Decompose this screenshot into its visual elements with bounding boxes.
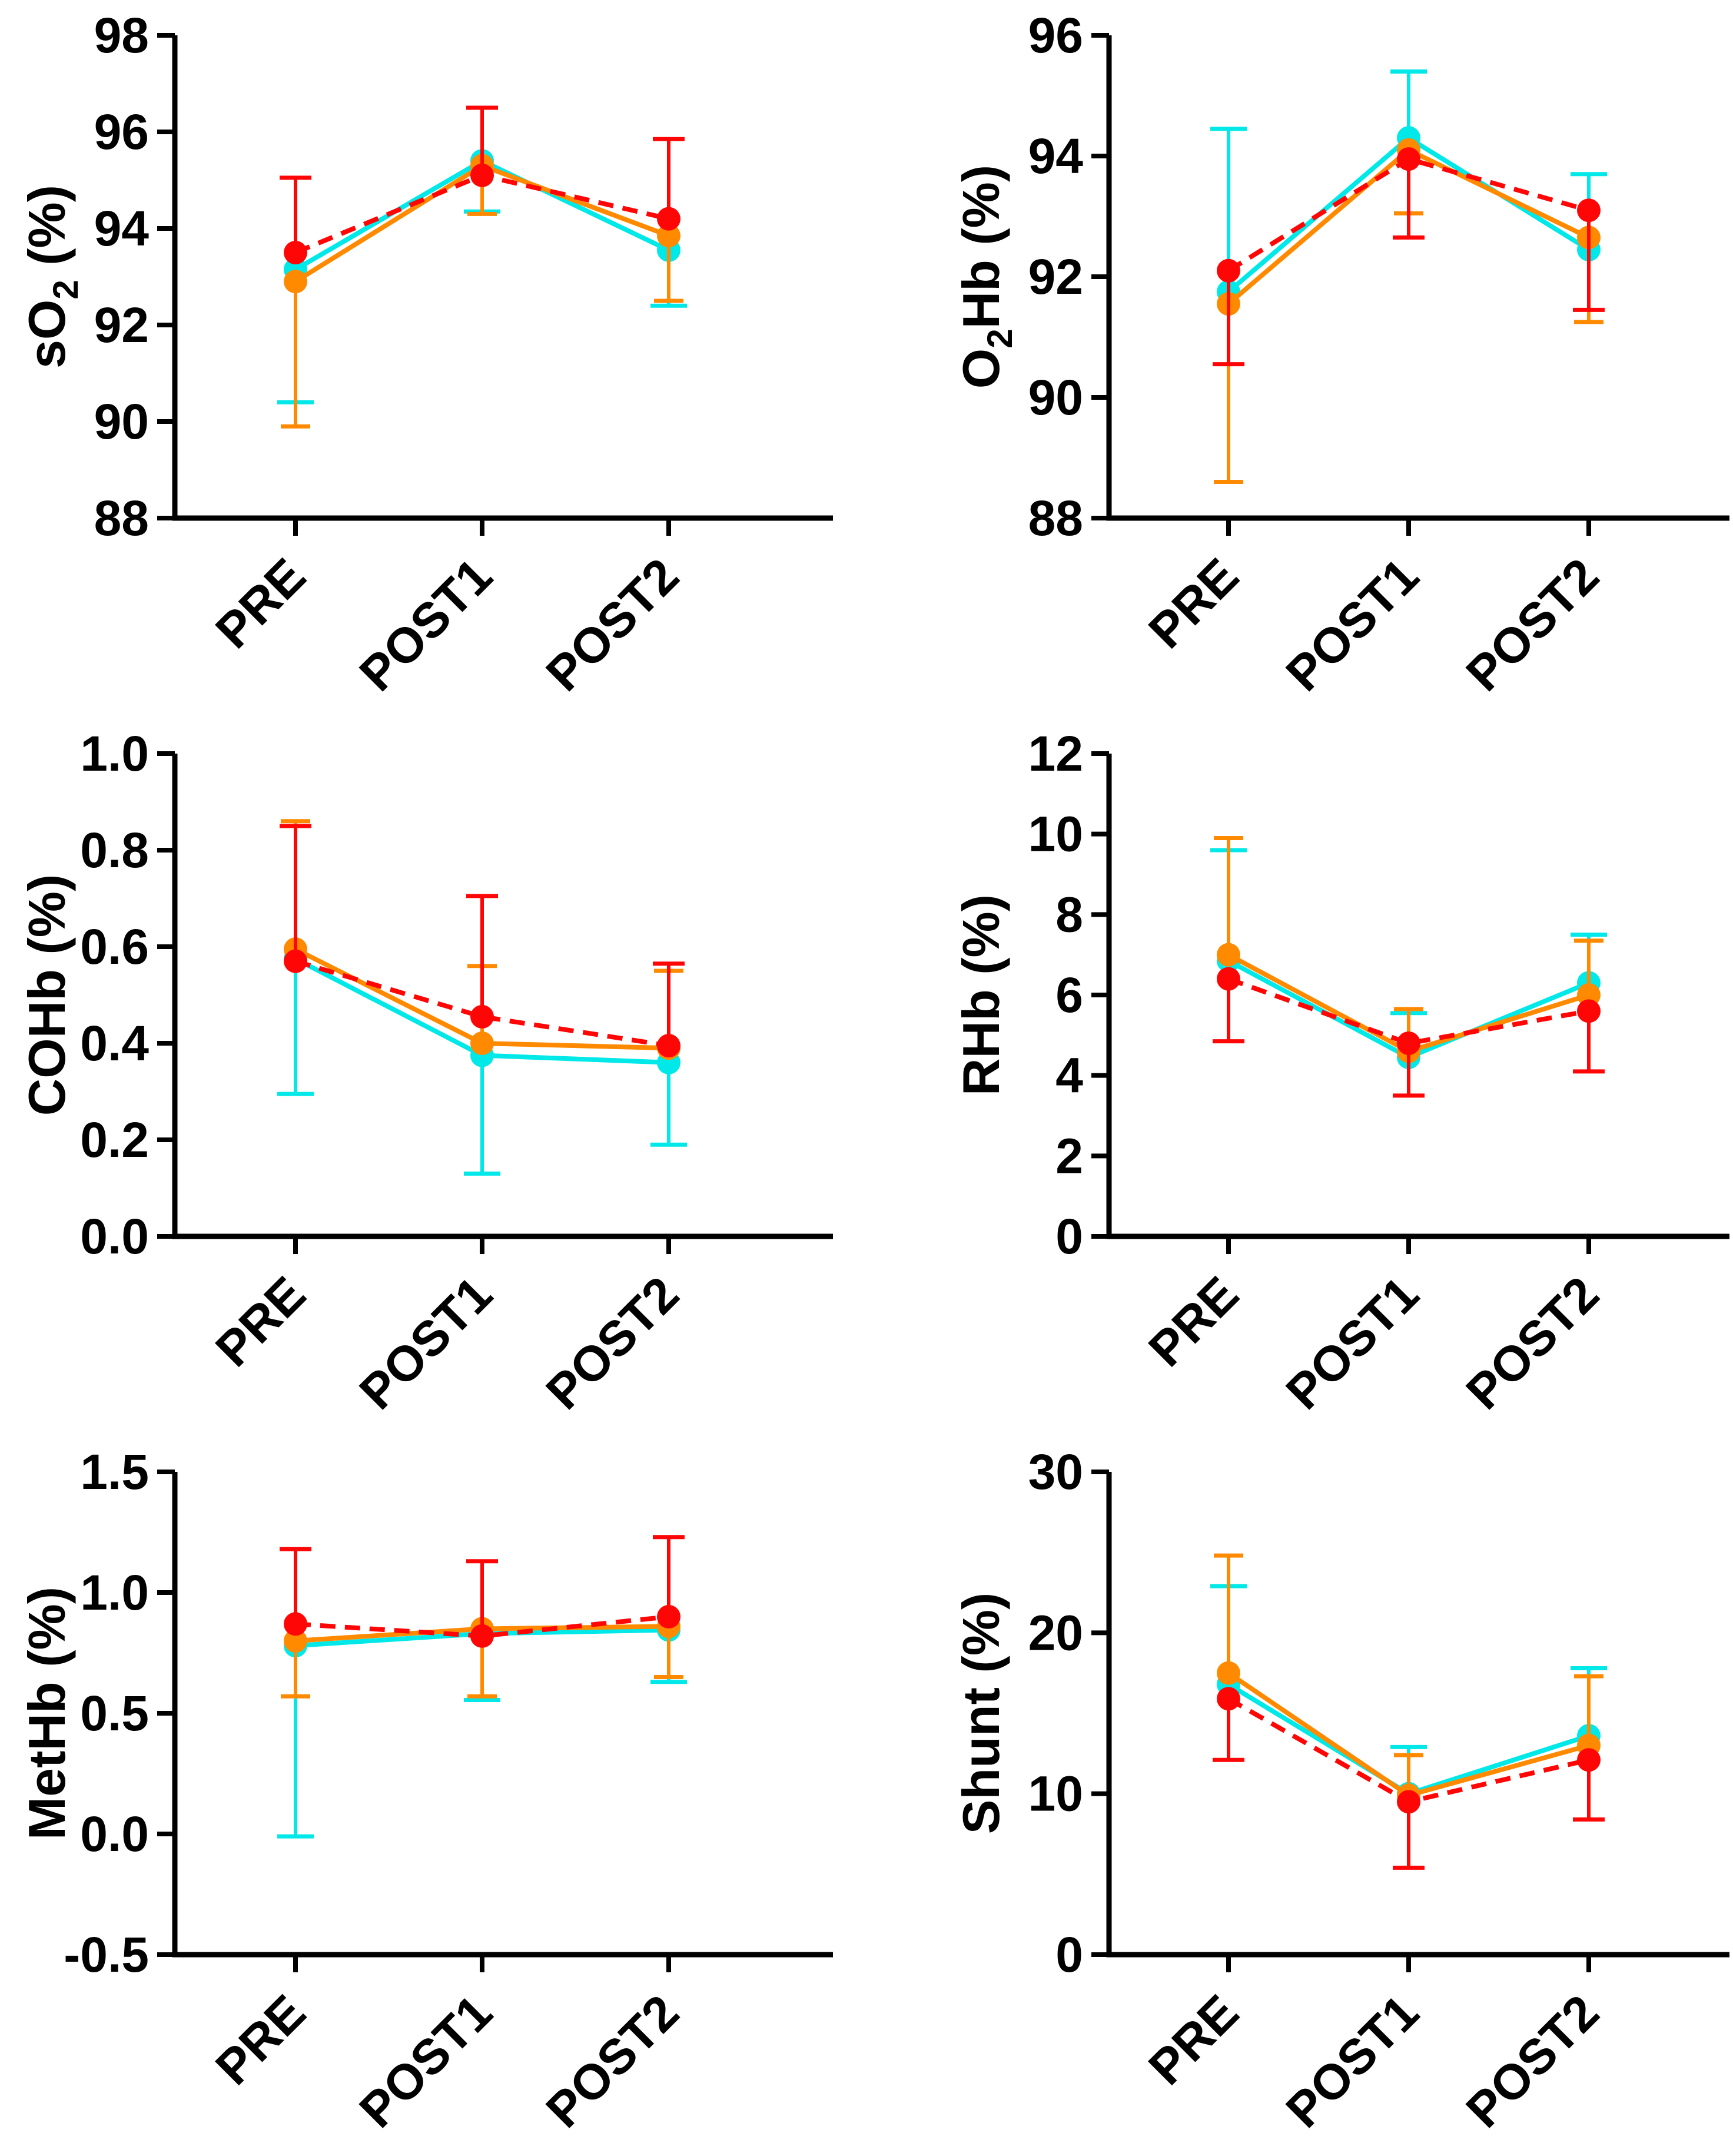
y-tick-label: 0 (1055, 1927, 1083, 1982)
red-dashed-point (284, 949, 307, 973)
red-dashed-point (657, 1605, 680, 1628)
y-tick-label: 90 (94, 394, 149, 449)
red-dashed-point (1577, 999, 1601, 1023)
red-dashed-point (470, 1004, 494, 1029)
x-tick-label: POST2 (1456, 1984, 1609, 2138)
y-tick-label: 10 (1028, 807, 1083, 862)
x-tick-label: PRE (1138, 548, 1249, 659)
y-axis-title: MetHb (%) (18, 1587, 76, 1840)
red-dashed-point (284, 1612, 307, 1636)
y-tick-label: 0 (1055, 1209, 1083, 1264)
y-tick-label: 20 (1028, 1605, 1083, 1660)
y-tick-label: 12 (1028, 726, 1083, 781)
red-dashed-point (657, 1034, 680, 1058)
x-tick-label: POST2 (536, 1984, 689, 2138)
x-tick-label: POST2 (1456, 1266, 1609, 1419)
rhb-chart: 0 2 4 6 8 10 12 PRE POST1 POST2 RHb (%) (952, 726, 1729, 1419)
y-tick-label: 1.0 (80, 1565, 149, 1620)
panel-so2: 88 90 92 94 96 98 PRE POST1 POST2 sO2 (%) (0, 0, 866, 718)
x-tick-label: POST2 (536, 548, 689, 701)
panel-cohb: 0.0 0.2 0.4 0.6 0.8 1.0 PRE POST1 POST2 COHb (%) (0, 718, 866, 1437)
red-dashed-point (1397, 1031, 1420, 1055)
y-tick-label: 96 (94, 104, 149, 160)
x-tick-label: PRE (205, 548, 316, 659)
y-tick-label: 0.8 (80, 822, 149, 878)
y-tick-label: 10 (1028, 1766, 1083, 1822)
so2-chart: 88 90 92 94 96 98 PRE POST1 POST2 sO2 (%) (18, 8, 833, 701)
o2hb-chart: 88 90 92 94 96 PRE POST1 POST2 O2Hb (%) (952, 8, 1729, 701)
red-dashed-point (1397, 147, 1420, 171)
red-dashed-point (1217, 258, 1240, 283)
orange-solid-point (1217, 943, 1240, 967)
x-tick-label: PRE (1138, 1266, 1249, 1377)
y-tick-label: 8 (1055, 887, 1083, 942)
y-tick-label: 6 (1055, 967, 1083, 1023)
y-tick-label: 2 (1055, 1128, 1083, 1183)
orange-solid-point (470, 1031, 494, 1055)
shunt-chart: 0 10 20 30 PRE POST1 POST2 Shunt (%) (952, 1444, 1729, 2138)
x-tick-label: POST1 (349, 548, 503, 701)
orange-solid-point (1577, 983, 1601, 1007)
y-tick-label: 1.5 (80, 1444, 149, 1500)
y-tick-label: 0.2 (80, 1112, 149, 1167)
y-tick-label: 0.4 (80, 1016, 149, 1071)
y-tick-label: 0.0 (80, 1806, 149, 1862)
y-tick-label: 92 (1028, 249, 1083, 304)
panel-o2hb: 88 90 92 94 96 PRE POST1 POST2 O2Hb (%) (866, 0, 1733, 718)
y-tick-label: 92 (94, 297, 149, 353)
y-tick-label: 0.5 (80, 1686, 149, 1741)
red-dashed-point (470, 1624, 494, 1648)
y-tick-label: 0.0 (80, 1209, 149, 1264)
x-tick-label: POST2 (1456, 548, 1609, 701)
y-tick-label: 90 (1028, 370, 1083, 425)
panel-shunt: 0 10 20 30 PRE POST1 POST2 Shunt (%) (866, 1437, 1733, 2155)
red-dashed-point (1577, 1748, 1601, 1772)
x-tick-label: POST1 (349, 1266, 503, 1419)
y-axis-title: COHb (%) (18, 874, 76, 1116)
cohb-chart: 0.0 0.2 0.4 0.6 0.8 1.0 PRE POST1 POST2 COHb (%) (18, 726, 833, 1419)
y-axis-title: Shunt (%) (952, 1593, 1010, 1835)
red-dashed-point (657, 207, 680, 231)
y-tick-label: 1.0 (80, 726, 149, 781)
red-dashed-point (1217, 1687, 1240, 1711)
y-axis-title: O2Hb (%) (952, 165, 1020, 389)
y-axis-title: RHb (%) (952, 894, 1010, 1096)
orange-solid-point (1217, 1661, 1240, 1685)
x-tick-label: PRE (1138, 1984, 1249, 2095)
x-tick-label: PRE (205, 1984, 316, 2095)
y-tick-label: 94 (1028, 128, 1084, 184)
y-axis-title: sO2 (%) (18, 185, 85, 369)
y-tick-label: 0.6 (80, 919, 149, 974)
y-tick-label: 88 (94, 490, 149, 546)
x-tick-label: POST1 (1276, 548, 1429, 701)
y-tick-label: 96 (1028, 8, 1083, 63)
red-dashed-point (284, 241, 307, 264)
x-tick-label: POST1 (1276, 1266, 1429, 1419)
red-dashed-point (1397, 1790, 1420, 1814)
x-tick-label: POST2 (536, 1266, 689, 1419)
y-tick-label: 30 (1028, 1444, 1083, 1500)
y-tick-label: 94 (94, 201, 150, 256)
y-tick-label: 4 (1055, 1048, 1083, 1103)
y-tick-label: 88 (1028, 490, 1083, 546)
orange-solid-point (284, 1629, 307, 1653)
panel-methb: -0.5 0.0 0.5 1.0 1.5 PRE POST1 POST2 MetHb (%) (0, 1437, 866, 2155)
y-tick-label: -0.5 (64, 1927, 149, 1982)
orange-solid-point (284, 270, 307, 294)
orange-solid-point (657, 224, 680, 248)
x-tick-label: POST1 (349, 1984, 503, 2138)
red-dashed-point (470, 163, 494, 187)
x-tick-label: PRE (205, 1266, 316, 1377)
panel-rhb: 0 2 4 6 8 10 12 PRE POST1 POST2 RHb (%) (866, 718, 1733, 1437)
red-dashed-point (1577, 198, 1601, 223)
y-tick-label: 98 (94, 8, 149, 63)
red-dashed-point (1217, 967, 1240, 991)
red-dashed-line (1227, 976, 1589, 1046)
methb-chart: -0.5 0.0 0.5 1.0 1.5 PRE POST1 POST2 MetHb (%) (18, 1444, 833, 2138)
x-tick-label: POST1 (1276, 1984, 1429, 2138)
